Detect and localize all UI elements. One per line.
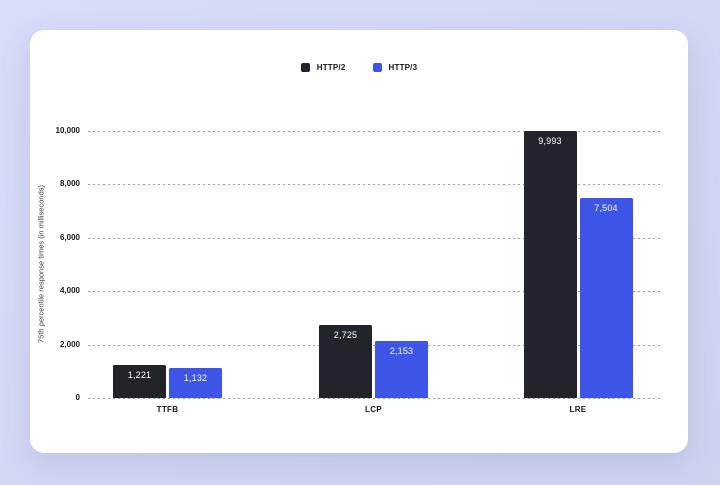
- bar-http3-ttfb: 1,132: [169, 367, 222, 398]
- y-tick-label-0: 0: [75, 393, 80, 402]
- gridline-8000: [88, 184, 660, 186]
- bar-http2-ttfb: 1,221: [113, 365, 166, 398]
- chart-card: HTTP/2 HTTP/3 75th percentile response t…: [30, 30, 688, 453]
- legend-item-http3: HTTP/3: [372, 63, 418, 72]
- x-axis-label-ttfb: TTFB: [156, 405, 179, 414]
- legend-label-http3: HTTP/3: [388, 63, 418, 72]
- x-axis-label-lcp: LCP: [365, 405, 382, 414]
- legend-swatch-http2-icon: [300, 63, 310, 72]
- bar-value-label: 2,725: [333, 330, 358, 341]
- plot-area: 0 2,000 4,000 6,000 8,000 10,000 1,221 1,132 TTF…: [30, 30, 688, 453]
- gridline-4000: [88, 291, 660, 293]
- legend: HTTP/2 HTTP/3: [30, 63, 688, 72]
- bar-http2-lre: 9,993: [523, 131, 577, 398]
- bar-http3-lre: 7,504: [579, 197, 633, 398]
- bar-value-label: 2,153: [389, 345, 414, 356]
- y-tick-label-10000: 10,000: [55, 126, 80, 135]
- y-tick-label-4000: 4,000: [59, 286, 80, 296]
- gridline-10000: [88, 131, 660, 132]
- y-tick-label-6000: 6,000: [59, 232, 80, 242]
- gridline-0: [88, 398, 660, 399]
- bar-value-label: 7,504: [594, 202, 618, 213]
- y-tick-label-2000: 2,000: [59, 339, 80, 349]
- y-tick-label-8000: 8,000: [59, 179, 80, 189]
- bar-http2-lcp: 2,725: [319, 325, 372, 398]
- bar-value-label: 1,221: [127, 370, 152, 381]
- legend-label-http2: HTTP/2: [316, 63, 346, 72]
- x-axis-label-lre: LRE: [569, 405, 587, 414]
- gridline-6000: [88, 237, 660, 239]
- legend-item-http2: HTTP/2: [300, 63, 346, 72]
- bar-http3-lcp: 2,153: [375, 340, 428, 398]
- bar-value-label: 9,993: [538, 136, 562, 147]
- bar-value-label: 1,132: [183, 372, 208, 383]
- legend-swatch-http3-icon: [372, 63, 382, 72]
- gridline-2000: [88, 344, 660, 346]
